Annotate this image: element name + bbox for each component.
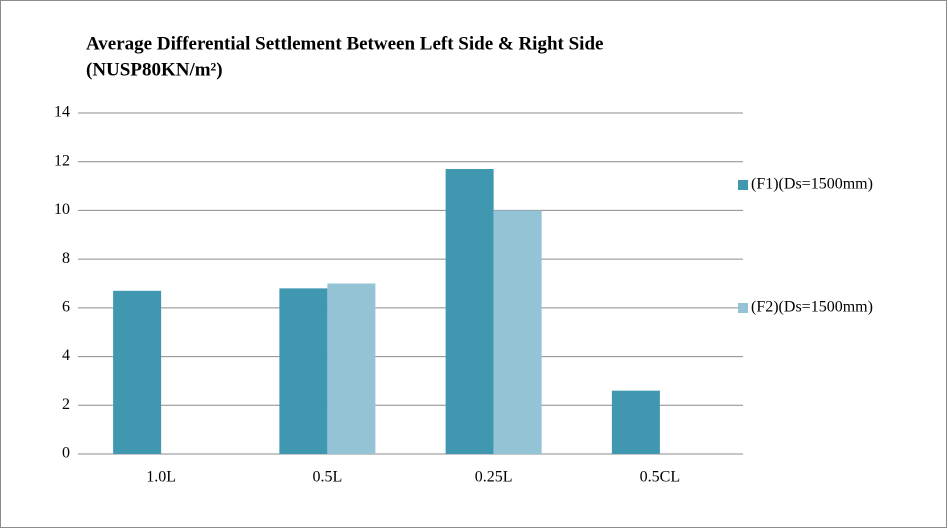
y-tick-label: 14 [54,104,70,121]
x-tick-label: 0.25L [475,469,513,486]
y-tick-label: 0 [62,445,70,462]
legend-swatch [738,303,748,313]
bar [327,283,376,454]
y-tick-label: 10 [54,201,70,218]
legend-label: (F1)(Ds=1500mm) [751,176,873,193]
y-tick-label: 8 [62,250,70,267]
chart-title: (NUSP80KN/m²) [86,59,223,80]
x-tick-label: 0.5CL [640,469,680,486]
bar [113,290,162,454]
x-tick-label: 0.5L [312,469,342,486]
chart-title: Average Differential Settlement Between … [86,33,603,54]
y-tick-label: 2 [62,396,70,413]
y-tick-label: 12 [54,152,70,169]
bar [493,210,542,454]
y-tick-label: 4 [62,347,70,364]
legend-swatch [738,180,748,190]
bar [445,169,494,454]
bar [611,390,660,454]
bar [279,288,328,454]
x-tick-label: 1.0L [146,469,176,486]
y-tick-label: 6 [62,299,70,316]
legend-label: (F2)(Ds=1500mm) [751,299,873,316]
